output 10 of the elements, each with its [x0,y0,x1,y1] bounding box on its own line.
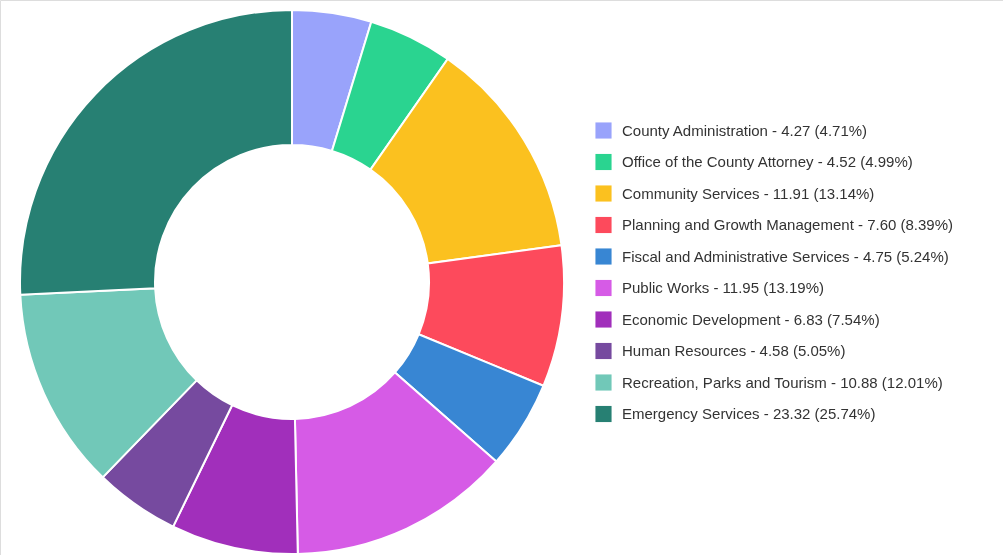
legend-label: Recreation, Parks and Tourism - 10.88 (12.01%) [622,373,943,391]
legend-label: Public Works - 11.95 (13.19%) [622,279,825,296]
legend-label: Emergency Services - 23.32 (25.74%) [622,405,876,422]
legend-label: Economic Development - 6.83 (7.54%) [622,310,880,328]
legend-label: County Administration - 4.27 (4.71%) [622,121,868,139]
legend-label: Fiscal and Administrative Services - 4.75 (5.24%) [622,247,949,265]
legend-label: Community Services - 11.91 (13.14%) [622,184,875,202]
legend-label: Planning and Growth Management - 7.60 (8.39%) [622,216,954,233]
legend-label: Office of the County Attorney - 4.52 (4.99%) [622,153,913,170]
legend-label: Human Resources - 4.58 (5.05%) [622,342,846,359]
